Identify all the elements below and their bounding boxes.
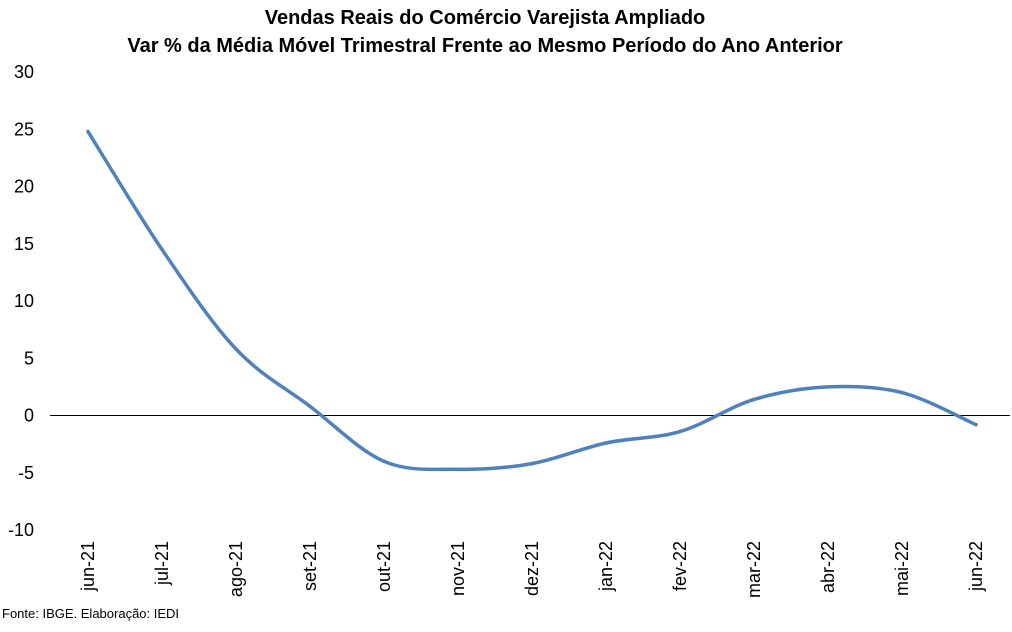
data-point xyxy=(234,347,238,351)
data-point xyxy=(678,429,682,434)
data-point xyxy=(308,404,312,409)
data-point xyxy=(160,247,164,252)
x-tick-label: fev-22 xyxy=(670,541,690,591)
x-tick-label: jan-22 xyxy=(596,541,616,592)
x-tick-label: set-21 xyxy=(300,541,320,591)
x-tick-label: mai-22 xyxy=(892,541,912,596)
y-axis-ticks: 30 25 20 15 10 5 0 -5 -10 xyxy=(8,62,34,540)
data-point xyxy=(752,397,756,402)
y-tick-label: -5 xyxy=(18,463,34,483)
y-tick-label: 30 xyxy=(14,62,34,82)
x-tick-label: abr-22 xyxy=(818,541,838,593)
data-point xyxy=(604,441,608,445)
x-axis-ticks: jun-21 jul-21 ago-21 set-21 out-21 nov-21 dez-… xyxy=(78,541,986,598)
x-tick-label: jun-22 xyxy=(966,541,986,592)
x-tick-label: ago-21 xyxy=(226,541,246,597)
chart-title-block: Vendas Reais do Comércio Varejista Ampli… xyxy=(0,4,970,60)
chart-subtitle: Var % da Média Móvel Trimestral Frente a… xyxy=(127,35,843,57)
data-point xyxy=(382,459,386,464)
x-tick-label: out-21 xyxy=(374,541,394,592)
x-tick-label: mar-22 xyxy=(744,541,764,598)
y-tick-label: 10 xyxy=(14,291,34,311)
y-tick-label: 15 xyxy=(14,234,34,254)
source-note: Fonte: IBGE. Elaboração: IEDI xyxy=(2,606,180,621)
data-point xyxy=(974,422,978,427)
y-tick-label: 20 xyxy=(14,177,34,197)
data-point xyxy=(456,467,460,472)
data-point xyxy=(86,129,90,134)
y-tick-label: 5 xyxy=(24,348,34,368)
y-tick-label: 25 xyxy=(14,119,34,139)
y-tick-label: 0 xyxy=(24,406,34,426)
series-line xyxy=(86,130,977,472)
x-tick-label: jul-21 xyxy=(152,541,172,586)
x-tick-label: nov-21 xyxy=(448,541,468,596)
x-tick-label: jun-21 xyxy=(78,541,98,592)
data-point xyxy=(900,390,904,395)
chart-title: Vendas Reais do Comércio Varejista Ampli… xyxy=(264,7,706,29)
data-point xyxy=(530,461,534,466)
y-tick-label: -10 xyxy=(8,520,34,540)
series-points xyxy=(86,129,978,472)
x-tick-label: dez-21 xyxy=(522,541,542,596)
data-point xyxy=(826,385,830,389)
